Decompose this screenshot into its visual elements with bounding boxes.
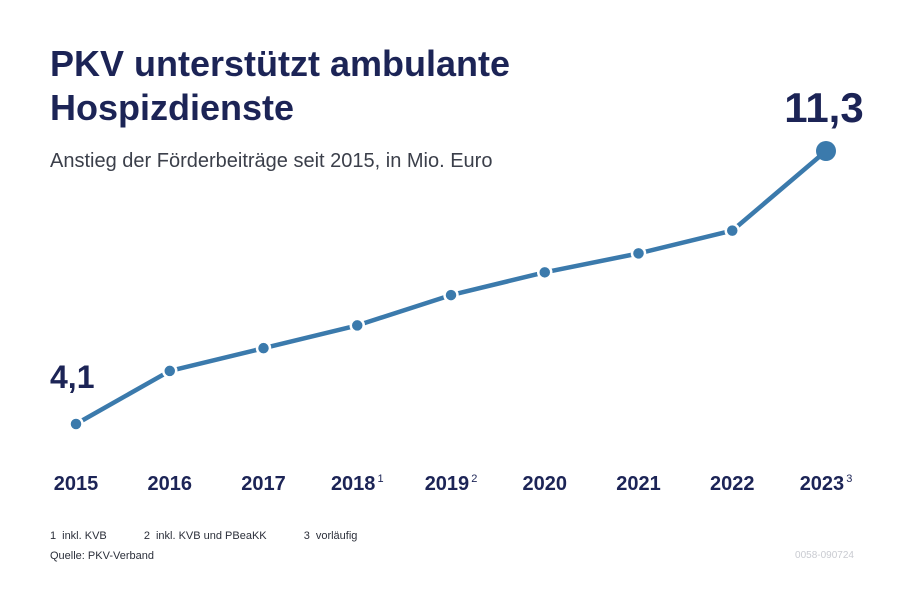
x-tick-label: 2023 3 — [800, 473, 853, 495]
data-point — [443, 287, 459, 303]
footnote-2: 2 inkl. KVB und PBeaKK — [144, 530, 267, 542]
x-tick-label: 2018 1 — [331, 473, 384, 495]
footnote-1: 1 inkl. KVB — [50, 530, 107, 542]
chart-code: 0058-090724 — [795, 550, 854, 561]
data-label: 4,1 — [50, 359, 94, 395]
source-note: Quelle: PKV-Verband — [50, 550, 154, 562]
data-point — [349, 317, 365, 334]
x-tick-label: 2015 — [54, 473, 99, 495]
x-tick-label: 2021 — [616, 473, 661, 495]
x-tick-label: 2020 — [523, 473, 568, 495]
data-label: 11,3 — [784, 84, 863, 131]
x-tick-footnote-marker: 2 — [471, 473, 477, 485]
footnote-text: vorläufig — [315, 530, 358, 542]
data-point — [630, 245, 647, 262]
footnote-number: 1 — [50, 530, 57, 542]
x-axis-ticks: 2015 2016 2017 2018 1 2019 2 2020 2021 2022 2023 3 — [54, 473, 853, 495]
x-tick-label: 2022 — [710, 473, 755, 495]
data-point — [255, 340, 272, 356]
footnote-number: 2 — [143, 530, 150, 542]
chart-subtitle: Anstieg der Förderbeiträge seit 2015, in… — [50, 150, 493, 172]
data-point — [537, 264, 553, 281]
x-tick-label: 2017 — [241, 473, 286, 495]
footnote-text: inkl. KVB und PBeaKK — [155, 530, 267, 542]
x-tick-footnote-marker: 3 — [846, 473, 852, 485]
x-tick-label: 2019 2 — [425, 473, 478, 495]
data-point — [816, 141, 836, 161]
chart-title: PKV unterstützt ambulante Hospizdienste — [50, 43, 511, 128]
marker-layer — [68, 141, 836, 432]
data-point — [162, 363, 178, 379]
data-point — [724, 222, 740, 239]
footnote-3: 3 vorläufig — [304, 530, 358, 542]
value-label-layer: 4,1 11,3 — [50, 84, 864, 395]
x-tick-label: 2016 — [148, 473, 193, 495]
data-point — [68, 416, 84, 432]
footnote-text: inkl. KVB — [62, 530, 107, 542]
x-tick-footnote-marker: 1 — [377, 473, 383, 485]
footnote-number: 3 — [303, 530, 310, 542]
footnotes: 1 inkl. KVB 2 inkl. KVB und PBeaKK 3 vorläu… — [50, 530, 391, 542]
